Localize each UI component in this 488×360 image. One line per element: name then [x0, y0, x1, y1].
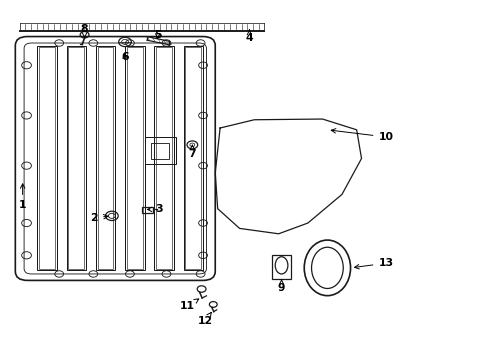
Text: 9: 9 [277, 280, 285, 293]
Text: 7: 7 [188, 145, 196, 159]
Bar [151, 143, 169, 159]
Text: 5: 5 [154, 30, 161, 40]
Bar [154, 45, 173, 270]
Bar [127, 47, 142, 269]
Text: 6: 6 [121, 52, 128, 62]
Text: 10: 10 [330, 129, 393, 142]
Bar [39, 47, 55, 269]
Bar [142, 207, 153, 213]
Text: 13: 13 [354, 258, 393, 269]
Bar [66, 45, 86, 270]
Bar [96, 45, 115, 270]
Text: 3: 3 [147, 204, 163, 215]
Bar [98, 47, 113, 269]
Bar [68, 47, 84, 269]
Bar [271, 255, 291, 279]
Bar [125, 45, 144, 270]
Text: 2: 2 [90, 213, 108, 222]
Bar [156, 47, 171, 269]
Bar [144, 137, 176, 164]
Text: 1: 1 [19, 184, 26, 210]
Text: 12: 12 [198, 312, 213, 325]
Bar [183, 45, 203, 270]
Bar [185, 47, 201, 269]
Text: 11: 11 [180, 299, 198, 311]
Text: 8: 8 [81, 24, 88, 37]
Bar [37, 45, 57, 270]
Text: 4: 4 [245, 30, 253, 42]
